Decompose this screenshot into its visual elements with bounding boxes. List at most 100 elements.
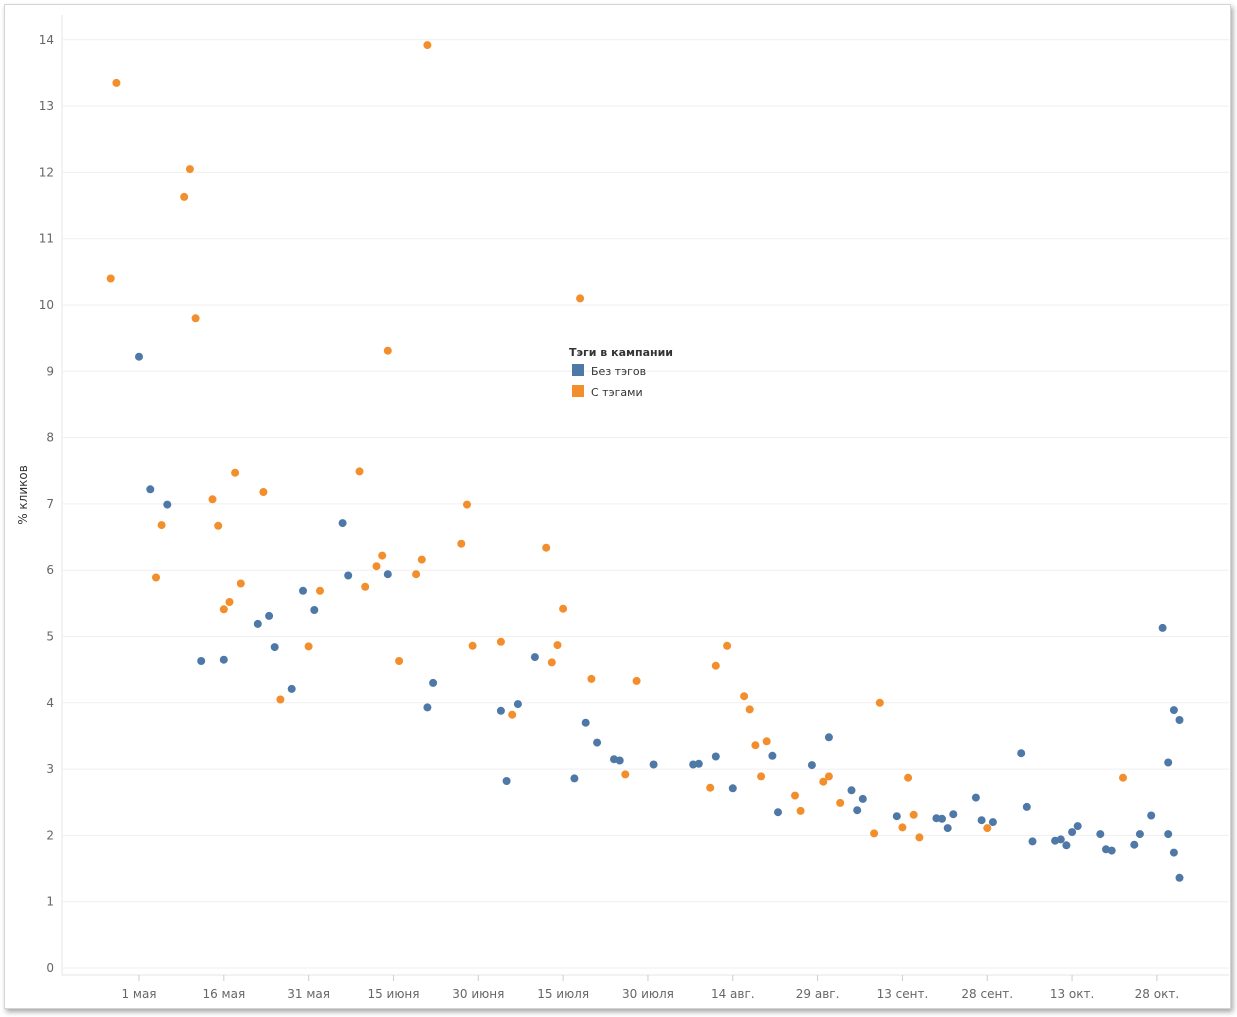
point-no-tags[interactable] [197,657,206,665]
point-no-tags[interactable] [344,571,353,580]
point-no-tags[interactable] [847,786,856,795]
point-with-tags[interactable] [723,641,732,650]
point-with-tags[interactable] [904,773,913,782]
point-no-tags[interactable] [135,352,143,361]
point-no-tags[interactable] [1022,802,1031,811]
point-with-tags[interactable] [180,192,189,201]
point-with-tags[interactable] [383,346,392,355]
point-no-tags[interactable] [270,643,279,652]
point-no-tags[interactable] [1175,716,1184,724]
point-with-tags[interactable] [983,824,992,833]
point-with-tags[interactable] [870,829,879,838]
point-with-tags[interactable] [587,674,596,683]
point-no-tags[interactable] [530,653,539,662]
point-no-tags[interactable] [694,759,703,768]
point-with-tags[interactable] [152,573,160,582]
point-no-tags[interactable] [310,606,319,614]
point-no-tags[interactable] [1017,749,1026,758]
point-no-tags[interactable] [1164,758,1173,767]
point-with-tags[interactable] [236,579,245,588]
point-no-tags[interactable] [1062,841,1071,850]
point-with-tags[interactable] [157,521,166,530]
point-no-tags[interactable] [163,500,172,509]
point-with-tags[interactable] [909,810,918,819]
point-with-tags[interactable] [106,274,115,283]
point-no-tags[interactable] [807,761,816,770]
point-with-tags[interactable] [836,798,845,807]
point-with-tags[interactable] [745,705,754,714]
point-with-tags[interactable] [417,555,426,564]
point-no-tags[interactable] [1073,822,1082,831]
point-no-tags[interactable] [1164,830,1173,839]
point-with-tags[interactable] [875,698,884,707]
point-with-tags[interactable] [711,661,720,670]
point-no-tags[interactable] [1169,848,1178,857]
point-with-tags[interactable] [185,165,194,174]
point-no-tags[interactable] [711,752,720,761]
point-with-tags[interactable] [225,598,234,606]
point-with-tags[interactable] [559,604,568,613]
point-with-tags[interactable] [259,488,268,496]
point-with-tags[interactable] [621,770,630,779]
point-no-tags[interactable] [383,570,392,579]
point-with-tags[interactable] [463,500,471,509]
point-no-tags[interactable] [287,684,296,693]
point-no-tags[interactable] [1107,846,1116,855]
point-with-tags[interactable] [214,521,223,530]
point-no-tags[interactable] [338,519,347,528]
point-with-tags[interactable] [576,294,585,303]
point-no-tags[interactable] [774,808,782,817]
point-with-tags[interactable] [412,570,421,579]
point-with-tags[interactable] [112,78,121,87]
point-with-tags[interactable] [757,772,766,781]
point-no-tags[interactable] [853,806,862,815]
point-no-tags[interactable] [892,812,901,821]
point-no-tags[interactable] [253,619,262,628]
point-no-tags[interactable] [1135,830,1144,839]
point-no-tags[interactable] [1028,837,1037,846]
point-no-tags[interactable] [943,824,952,833]
point-with-tags[interactable] [276,695,285,704]
point-no-tags[interactable] [971,793,980,802]
point-no-tags[interactable] [496,706,505,715]
point-with-tags[interactable] [231,468,240,477]
point-no-tags[interactable] [502,777,511,785]
legend[interactable]: Тэги в кампании Без тэгов С тэгами [569,346,673,399]
point-no-tags[interactable] [728,784,737,793]
point-with-tags[interactable] [824,772,833,781]
point-with-tags[interactable] [740,692,749,701]
point-no-tags[interactable] [1130,840,1139,849]
point-with-tags[interactable] [355,467,364,476]
point-with-tags[interactable] [219,605,228,614]
point-no-tags[interactable] [949,810,958,819]
point-no-tags[interactable] [1158,623,1167,632]
point-no-tags[interactable] [570,774,579,783]
point-with-tags[interactable] [468,641,477,650]
point-no-tags[interactable] [988,818,997,827]
point-with-tags[interactable] [751,741,760,750]
point-no-tags[interactable] [146,485,155,494]
point-with-tags[interactable] [762,737,771,746]
point-with-tags[interactable] [508,710,517,719]
point-with-tags[interactable] [457,539,466,548]
point-with-tags[interactable] [791,791,799,800]
point-no-tags[interactable] [858,794,867,803]
point-with-tags[interactable] [395,657,404,665]
point-no-tags[interactable] [938,814,946,823]
point-with-tags[interactable] [632,676,641,685]
point-with-tags[interactable] [542,543,551,552]
point-with-tags[interactable] [796,806,805,815]
point-with-tags[interactable] [706,783,715,792]
point-no-tags[interactable] [423,703,432,712]
point-with-tags[interactable] [361,582,370,591]
point-with-tags[interactable] [372,562,381,571]
point-with-tags[interactable] [496,637,505,646]
point-with-tags[interactable] [208,495,217,504]
point-no-tags[interactable] [513,700,522,709]
point-with-tags[interactable] [191,314,200,323]
point-no-tags[interactable] [1096,830,1105,839]
point-no-tags[interactable] [1175,873,1184,882]
point-with-tags[interactable] [304,642,313,651]
point-with-tags[interactable] [819,777,828,786]
point-no-tags[interactable] [299,586,307,595]
